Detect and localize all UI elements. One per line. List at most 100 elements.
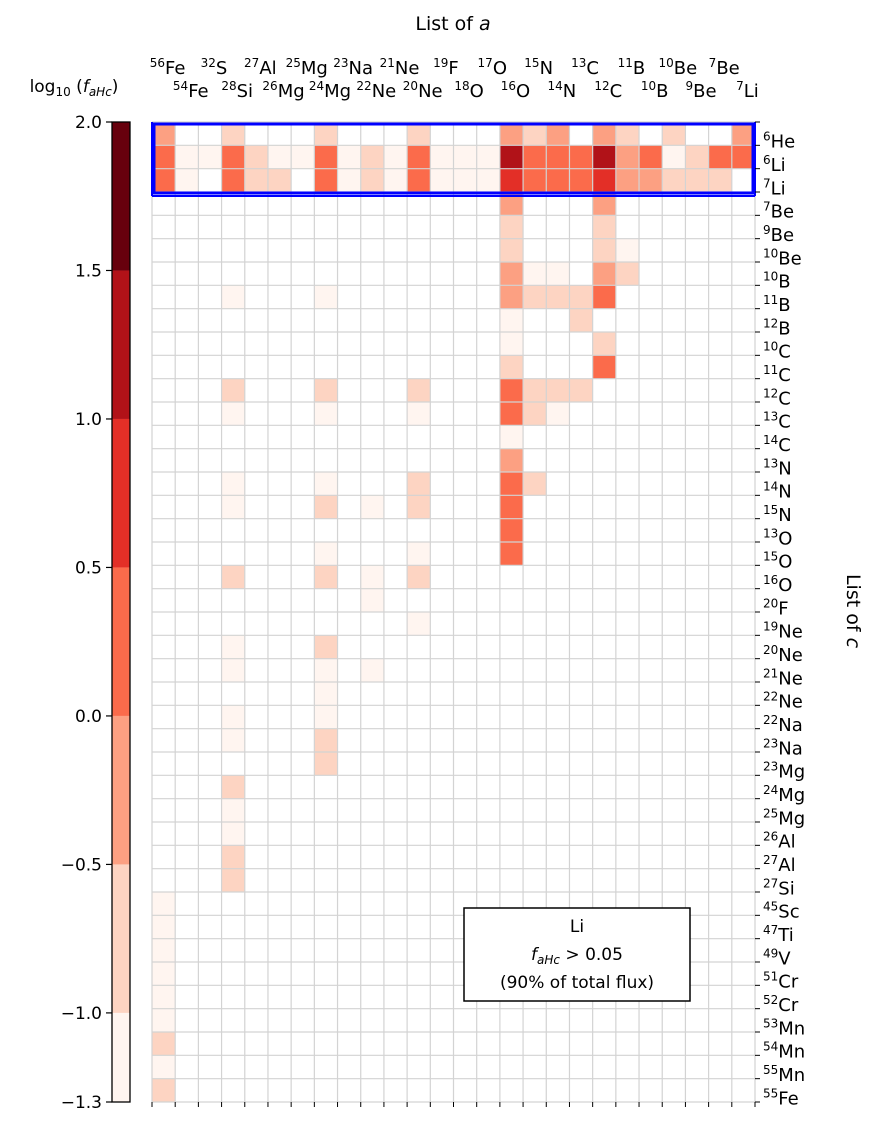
y-tick-label: 10Be: [763, 246, 802, 269]
x-tick-labels: 56Fe54Fe32S28Si27Al26Mg25Mg24Mg23Na22Ne2…: [150, 56, 759, 102]
heatmap-cell: [476, 145, 500, 169]
heatmap-cell: [592, 145, 616, 169]
heatmap-cell: [314, 145, 338, 169]
heatmap-cell: [314, 402, 338, 426]
x-tick-label: 27Al: [244, 56, 277, 79]
heatmap-cell: [407, 145, 431, 169]
heatmap-cell: [407, 612, 431, 636]
heatmap-cell: [499, 332, 524, 356]
heatmap-cell: [523, 285, 547, 309]
x-tick-label: 25Mg: [286, 56, 328, 79]
heatmap-cell: [546, 168, 570, 192]
heatmap-cell: [499, 355, 524, 379]
heatmap-cell: [314, 378, 338, 402]
y-tick-label: 23Na: [763, 736, 803, 759]
heatmap-cell: [569, 308, 593, 332]
x-axis-title: List of a: [415, 13, 490, 35]
heatmap-cell: [662, 145, 686, 169]
x-tick-label: 54Fe: [173, 79, 209, 102]
heatmap-cell: [499, 168, 524, 192]
colorbar-tick-label: −1.0: [61, 1004, 102, 1024]
y-tick-label: 10B: [763, 270, 791, 293]
y-axis-title: List of c: [842, 574, 864, 649]
y-tick-label: 7Li: [763, 176, 786, 199]
y-tick-label: 13C: [763, 410, 791, 433]
heatmap-cell: [708, 145, 732, 169]
heatmap-cell: [221, 378, 245, 402]
heatmap-cell: [221, 145, 245, 169]
y-tick-label: 20F: [763, 596, 789, 619]
heatmap-cell: [152, 915, 176, 939]
annotation-line2: faHc > 0.05: [531, 945, 623, 967]
heatmap-cell: [267, 145, 292, 169]
x-tick-label: 28Si: [221, 79, 253, 102]
colorbar-frame: [111, 121, 131, 1103]
heatmap-cell: [221, 402, 245, 426]
x-tick-label: 10Be: [658, 56, 697, 79]
heatmap-cell: [314, 122, 338, 146]
heatmap-cell: [407, 542, 431, 566]
heatmap-cell: [152, 145, 176, 169]
y-tick-label: 51Cr: [763, 970, 799, 993]
heatmap-cell: [152, 1078, 176, 1102]
colorbar-tick-label: 1.0: [75, 410, 102, 430]
colorbar-tick-label: 0.0: [75, 707, 102, 727]
heatmap-cell: [407, 378, 431, 402]
heatmap-cell: [221, 472, 245, 496]
heatmap-cell: [314, 565, 338, 589]
heatmap-cell: [221, 565, 245, 589]
heatmap-cell: [523, 472, 547, 496]
y-tick-label: 19Ne: [763, 620, 803, 643]
heatmap-cell: [267, 168, 292, 192]
heatmap-cell: [499, 308, 524, 332]
heatmap-cell: [499, 448, 524, 472]
colorbar-segment: [112, 270, 130, 419]
x-tick-label: 7Li: [736, 79, 759, 102]
colorbar-segment: [112, 715, 130, 865]
colorbar-segment: [112, 567, 130, 716]
heatmap-cell: [198, 145, 222, 169]
y-tick-label: 9Be: [763, 223, 794, 246]
heatmap-cell: [499, 285, 524, 309]
y-tick-label: 53Mn: [763, 1016, 805, 1039]
heatmap-cell: [499, 495, 524, 519]
y-tick-label: 22Ne: [763, 690, 803, 713]
heatmap-cell: [314, 168, 338, 192]
x-tick-label: 20Ne: [403, 79, 443, 102]
heatmap-cell: [592, 238, 616, 262]
heatmap-cell: [314, 658, 338, 682]
y-tick-label: 11B: [763, 293, 791, 316]
heatmap-cell: [523, 402, 547, 426]
heatmap-cell: [152, 122, 176, 146]
colorbar-tick-label: −0.5: [61, 855, 102, 875]
y-tick-label: 26Al: [763, 830, 796, 853]
x-tick-label: 7Be: [709, 56, 740, 79]
x-tick-label: 17O: [478, 56, 507, 79]
x-tick-label: 10B: [641, 79, 669, 102]
heatmap-cell: [731, 122, 755, 146]
y-tick-label: 10C: [763, 340, 791, 363]
heatmap-cell: [221, 122, 245, 146]
colorbar-tick-label: 1.5: [75, 261, 102, 281]
y-tick-label: 11C: [763, 363, 791, 386]
heatmap-cell: [337, 145, 361, 169]
heatmap-cell: [152, 892, 176, 916]
heatmap-cell: [523, 168, 547, 192]
x-tick-label: 56Fe: [150, 56, 186, 79]
colorbar-ticks: 2.0 1.5 1.0 0.5 0.0 −0.5 −1.0 −1.3: [61, 113, 112, 1113]
heatmap-cell: [546, 122, 570, 146]
heatmap-cell: [291, 145, 315, 169]
heatmap-cell: [152, 1055, 176, 1079]
heatmap-cell: [546, 145, 570, 169]
heatmap-cell: [731, 145, 755, 169]
heatmap-cell: [523, 145, 547, 169]
y-tick-label: 52Cr: [763, 993, 799, 1016]
heatmap-cell: [592, 168, 616, 192]
heatmap-cell: [314, 728, 338, 752]
y-tick-label: 12B: [763, 316, 791, 339]
heatmap-cell: [615, 122, 640, 146]
heatmap-cell: [499, 378, 524, 402]
colorbar-segment: [112, 1012, 130, 1102]
heatmap-cell: [175, 168, 199, 192]
